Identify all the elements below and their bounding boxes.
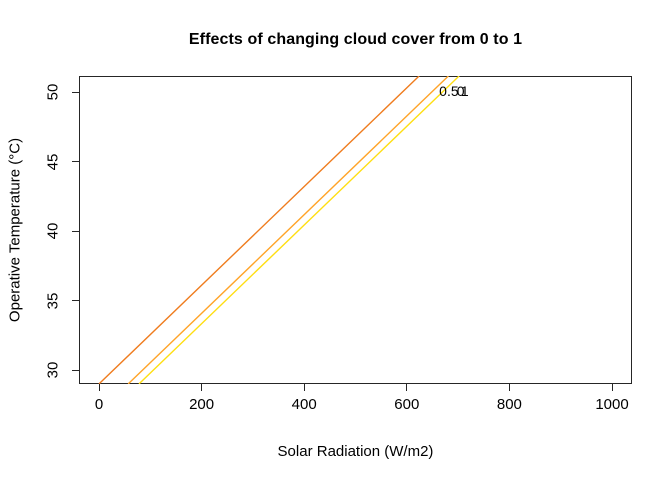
x-tick-label: 200	[189, 396, 215, 413]
x-tick-mark	[508, 384, 510, 391]
series-line-cloud-cover-0	[98, 76, 420, 384]
y-tick-mark	[72, 230, 79, 232]
x-axis-title: Solar Radiation (W/m2)	[277, 443, 434, 460]
y-tick-label: 50	[44, 83, 62, 101]
x-tick-label: 800	[496, 396, 522, 413]
y-tick-label: 40	[44, 222, 62, 240]
x-tick-label: 0	[94, 396, 104, 413]
y-tick-label: 30	[44, 361, 62, 379]
series-lines-layer	[98, 76, 460, 384]
y-axis-title: Operative Temperature (°C)	[6, 137, 24, 323]
cloud-cover-label-1: 1	[460, 82, 469, 99]
y-tick-label: 45	[44, 153, 62, 170]
y-tick-label: 35	[44, 292, 62, 309]
y-tick-mark	[72, 91, 79, 93]
x-tick-label: 600	[394, 396, 420, 413]
y-tick-mark	[72, 161, 79, 162]
x-tick-mark	[611, 384, 613, 391]
cloud-cover-label-0: 0	[456, 82, 465, 99]
x-tick-mark	[406, 384, 408, 391]
cloud-cover-label-0.5: 0.5	[439, 82, 459, 99]
y-tick-mark	[72, 369, 79, 371]
series-line-cloud-cover-1	[138, 76, 460, 384]
x-tick-mark	[201, 384, 203, 391]
series-line-cloud-cover-0.5	[127, 76, 449, 384]
x-tick-label: 400	[291, 396, 317, 413]
x-tick-mark	[303, 384, 305, 391]
plot-area	[79, 76, 632, 384]
chart-title: Effects of changing cloud cover from 0 t…	[188, 31, 523, 48]
x-tick-mark	[98, 384, 100, 391]
x-tick-label: 1000	[595, 396, 629, 413]
y-tick-mark	[72, 300, 79, 301]
